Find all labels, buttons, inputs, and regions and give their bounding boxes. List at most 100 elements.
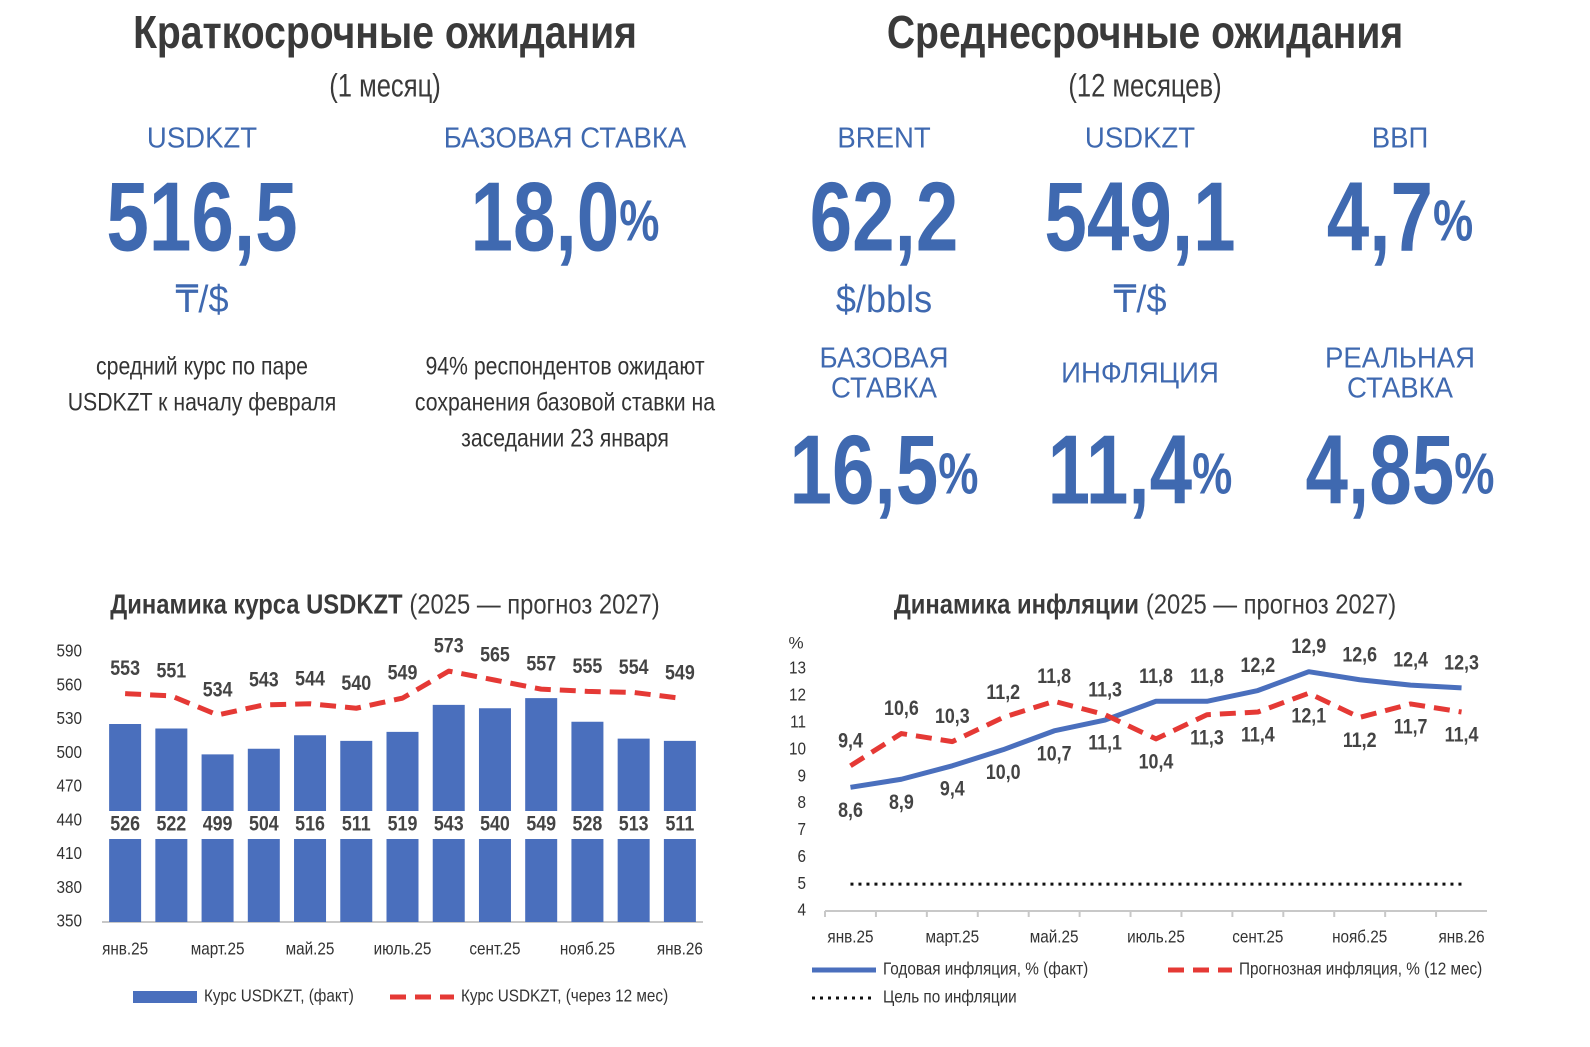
section-subtitle: (1 месяц) [329,69,441,104]
kpi-note: 94% респондентов ожидают [425,352,704,380]
y-tick-label: 9 [797,765,806,785]
bar-label-bg [149,811,194,839]
y-tick-label: 410 [56,843,82,863]
y-tick-label: 440 [56,809,82,829]
x-tick-label: март.25 [191,939,245,959]
line-value-label: 11,2 [1343,729,1377,753]
kpi-label: БАЗОВАЯ СТАВКА [444,121,687,154]
kpi-value: 549,1 [1044,162,1235,272]
legend-label: Курс USDKZT, (факт) [204,986,354,1006]
y-tick-label: 8 [797,792,806,812]
bar-value-label: 526 [110,812,140,836]
kpi-label: ВВП [1372,121,1429,154]
kpi-label: USDKZT [1085,121,1195,154]
kpi-suffix: % [619,189,659,254]
kpi-number: 516,5 [106,162,297,272]
x-tick-label: янв.26 [1438,927,1484,947]
line-value-label: 11,8 [1190,664,1224,688]
kpi-label: РЕАЛЬНАЯ [1325,341,1475,374]
chart-title-main: Динамика курса USDKZT [110,588,402,620]
line-value-label: 8,6 [838,799,863,823]
bar-value-label: 528 [573,812,603,836]
legend-label: Цель по инфляции [883,987,1017,1007]
chart-title-sub: (2025 — прогноз 2027) [409,588,659,620]
line-value-label: 10,7 [1037,742,1072,766]
line-value-label: 565 [480,643,510,667]
line-value-label: 557 [526,652,556,676]
y-tick-label: 350 [56,911,82,931]
line-value-label: 11,2 [986,681,1020,705]
kpi-value: 62,2 [810,162,959,272]
x-tick-label: сент.25 [469,939,520,959]
kpi-value: 11,4% [1048,415,1233,525]
kpi-note: заседании 23 января [461,424,669,452]
bar-value-label: 513 [619,812,649,836]
bar-label-bg [426,811,471,839]
bar-label-bg [241,811,286,839]
x-tick-label: июль.25 [1127,927,1185,947]
kpi-value: 4,85% [1306,415,1495,525]
kpi-value: 18,0% [471,162,660,272]
x-tick-label: янв.25 [102,939,148,959]
y-tick-label: 11 [790,711,806,731]
bar-label-bg [472,811,517,839]
kpi-suffix: % [1192,442,1232,507]
line-value-label: 11,8 [1037,664,1071,688]
y-tick-label: 10 [789,738,806,758]
kpi-number: 18,0 [471,162,620,272]
line-value-label: 10,3 [935,705,970,729]
bar-value-label: 540 [480,812,510,836]
line-value-label: 534 [203,678,233,702]
line-value-label: 554 [619,656,649,680]
kpi-label: СТАВКА [1347,371,1453,404]
kpi-number: 4,85 [1306,415,1455,525]
legend-swatch [133,991,197,1003]
section-title: Краткосрочные ожидания [133,7,637,59]
line-value-label: 544 [295,667,325,691]
x-tick-label: янв.26 [657,939,703,959]
line-series [124,668,681,718]
bar-label-bg [103,811,148,839]
kpi-label: БАЗОВАЯ [820,341,949,374]
chart-title-main: Динамика инфляции [894,588,1139,620]
x-tick-label: сент.25 [1232,927,1283,947]
line-value-label: 11,3 [1088,678,1122,702]
kpi-suffix: % [1454,442,1494,507]
kpi-number: 62,2 [810,162,959,272]
kpi-number: 4,7 [1327,162,1433,272]
legend-label: Курс USDKZT, (через 12 мес) [461,986,668,1006]
line-series [850,669,1462,790]
line-value-label: 11,8 [1139,664,1173,688]
y-tick-label: 560 [56,674,82,694]
line-value-label: 9,4 [940,777,965,801]
line-value-label: 555 [573,655,603,679]
kpi-value: 516,5 [106,162,297,272]
line-value-label: 12,4 [1393,648,1428,672]
bar-label-bg [380,811,425,839]
bar-label-bg [657,811,702,839]
line-value-label: 12,2 [1240,654,1275,678]
bar-label-bg [334,811,379,839]
y-tick-label: 500 [56,742,82,762]
line-value-label: 543 [249,668,279,692]
chart-title: Динамика инфляции (2025 — прогноз 2027) [894,588,1396,620]
y-tick-label: 6 [797,846,806,866]
y-axis-label: % [788,633,803,652]
kpi-number: 549,1 [1044,162,1235,272]
line-value-label: 551 [156,659,186,683]
bar-label-bg [195,811,240,839]
x-tick-label: март.25 [925,927,979,947]
chart-title-sub: (2025 — прогноз 2027) [1146,588,1396,620]
bar-label-bg [519,811,564,839]
line-value-label: 11,4 [1241,723,1275,747]
bar-value-label: 511 [342,812,371,836]
line-value-label: 9,4 [838,729,863,753]
kpi-unit: ₸/$ [1113,277,1166,320]
legend-label: Прогнозная инфляция, % (12 мес) [1239,959,1482,979]
y-tick-label: 13 [789,658,806,678]
line-value-label: 12,9 [1291,635,1326,659]
line-value-label: 8,9 [889,790,914,814]
kpi-note: сохранения базовой ставки на [415,388,715,416]
kpi-suffix: % [1433,189,1473,254]
